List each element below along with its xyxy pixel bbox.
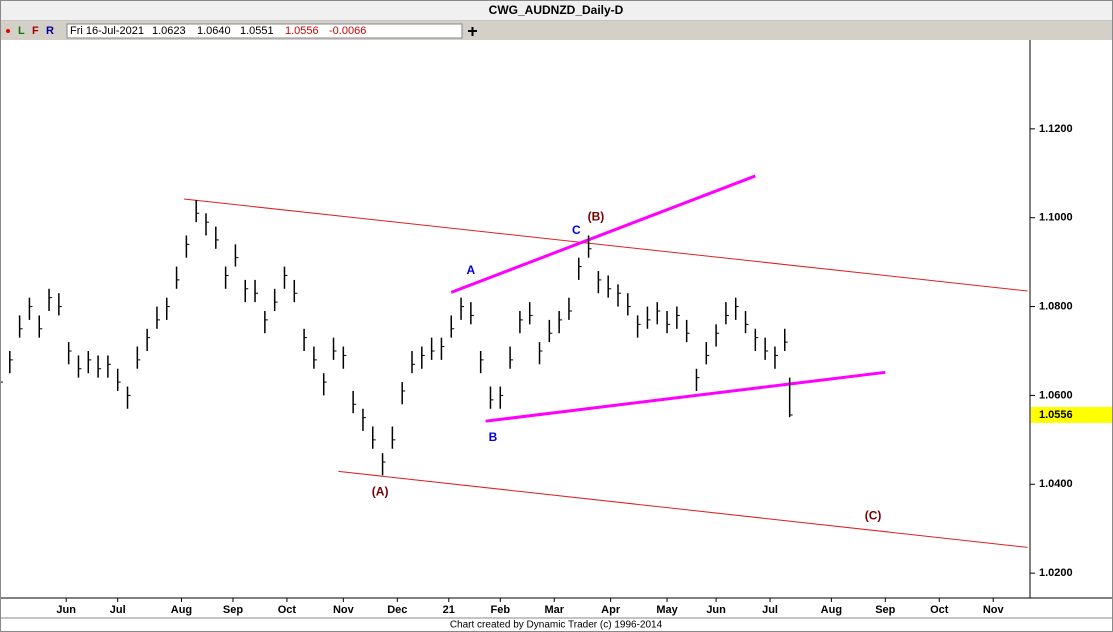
wave-label: (A): [372, 484, 389, 498]
x-tick-label: Feb: [491, 604, 511, 616]
status-dot: [6, 29, 10, 33]
y-tick-label: 1.1200: [1039, 123, 1073, 135]
wave-label: C: [572, 223, 581, 237]
wave-label: (C): [865, 508, 882, 522]
add-icon[interactable]: [468, 27, 477, 36]
x-tick-label: Mar: [544, 604, 564, 616]
x-tick-label: Aug: [821, 604, 842, 616]
x-tick-label: Nov: [983, 604, 1005, 616]
bar-open: 1.0623: [152, 25, 186, 37]
x-tick-label: Jul: [762, 604, 778, 616]
last-price-label: 1.0556: [1039, 409, 1073, 421]
toolbar-button[interactable]: R: [46, 25, 54, 37]
last-price-box: [1031, 406, 1113, 423]
data-box: [66, 23, 463, 39]
y-tick-label: 1.1000: [1039, 212, 1073, 224]
x-tick-label: Jun: [706, 604, 726, 616]
x-tick-label: Nov: [333, 604, 355, 616]
y-tick-label: 1.0800: [1039, 300, 1073, 312]
y-tick-label: 1.0200: [1039, 567, 1073, 579]
trend-line: [450, 174, 756, 294]
x-tick-label: Sep: [875, 604, 895, 616]
x-tick-label: Jul: [110, 604, 126, 616]
bar-date: Fri 16-Jul-2021: [70, 25, 144, 37]
x-tick-label: 21: [443, 604, 455, 616]
wave-label: B: [489, 430, 498, 444]
bar-close: 1.0556: [285, 25, 319, 37]
x-tick-label: Oct: [930, 604, 949, 616]
x-tick-label: May: [656, 604, 678, 616]
footer: Chart created by Dynamic Trader (c) 1996…: [450, 620, 663, 631]
chart-title: CWG_AUDNZD_Daily-D: [489, 3, 624, 17]
x-tick-label: Sep: [223, 604, 243, 616]
wave-label: (B): [588, 209, 605, 223]
bar-low: 1.0551: [240, 25, 274, 37]
trend-line: [485, 370, 886, 423]
x-tick-label: Apr: [601, 604, 621, 616]
y-tick-label: 1.0600: [1039, 389, 1073, 401]
trend-line: [338, 470, 1028, 548]
toolbar-button[interactable]: F: [32, 25, 39, 37]
y-tick-label: 1.0400: [1039, 478, 1073, 490]
toolbar-button[interactable]: L: [18, 25, 25, 37]
trend-line: [183, 198, 1028, 292]
bar-change: -0.0066: [329, 25, 366, 37]
wave-label: A: [467, 263, 476, 277]
bar-high: 1.0640: [197, 25, 231, 37]
x-tick-label: Aug: [171, 604, 192, 616]
x-tick-label: Jun: [56, 604, 76, 616]
x-tick-label: Oct: [278, 604, 297, 616]
x-tick-label: Dec: [387, 604, 407, 616]
